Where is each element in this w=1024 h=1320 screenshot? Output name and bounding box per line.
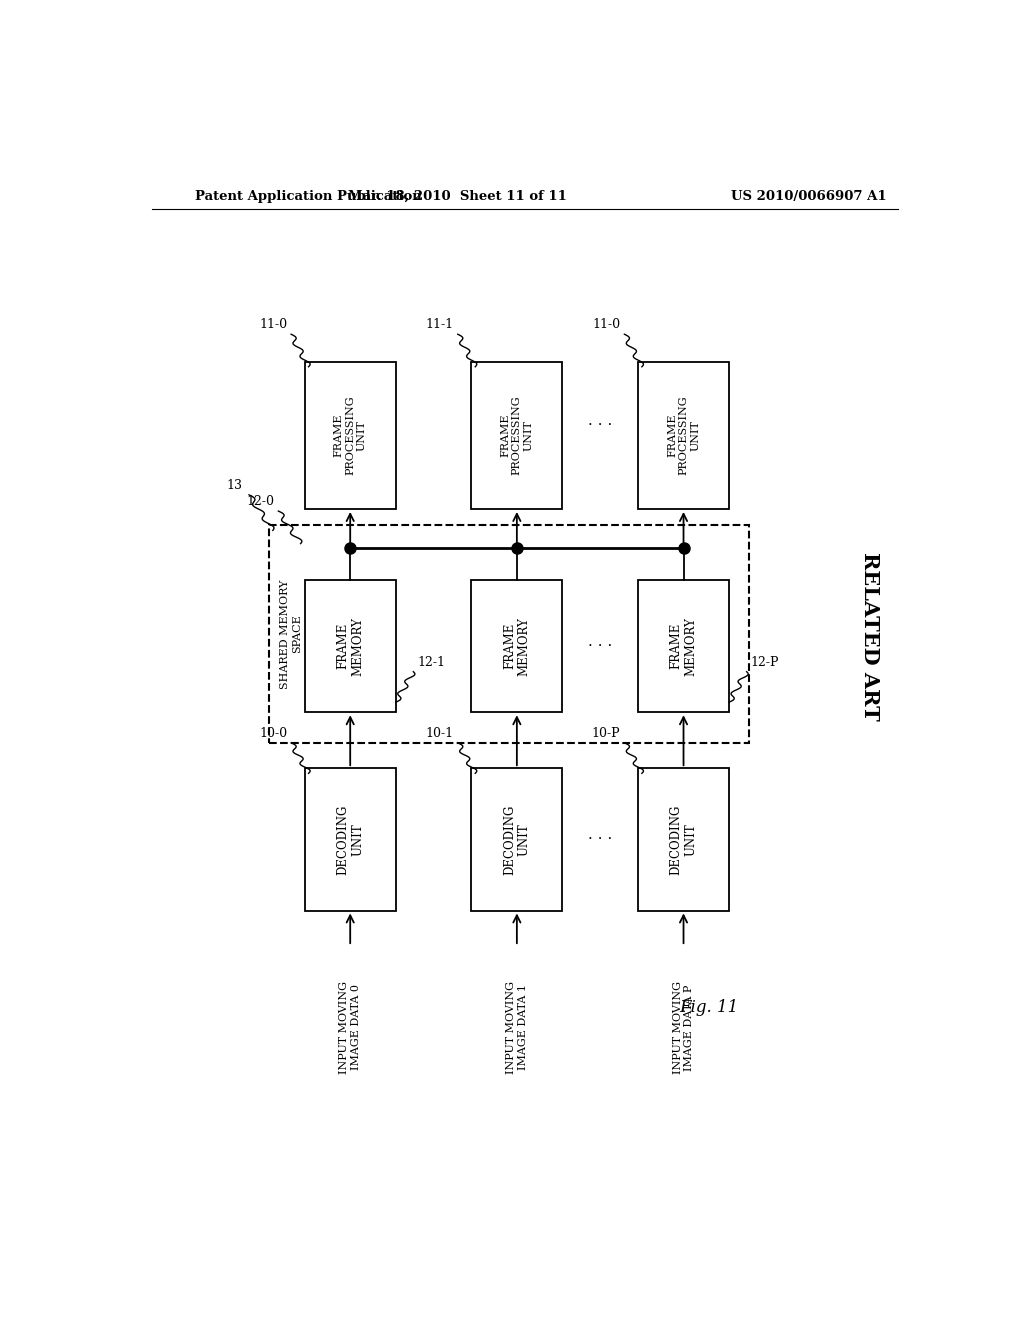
Text: US 2010/0066907 A1: US 2010/0066907 A1 xyxy=(731,190,887,202)
Bar xyxy=(471,362,562,510)
Bar xyxy=(471,768,562,911)
Text: 11-0: 11-0 xyxy=(259,318,287,331)
Text: 10-1: 10-1 xyxy=(426,727,454,739)
Bar xyxy=(638,768,729,911)
Text: DECODING
UNIT: DECODING UNIT xyxy=(670,804,697,875)
Text: FRAME
MEMORY: FRAME MEMORY xyxy=(336,616,365,676)
Text: DECODING
UNIT: DECODING UNIT xyxy=(503,804,530,875)
Text: FRAME
MEMORY: FRAME MEMORY xyxy=(503,616,530,676)
Text: DECODING
UNIT: DECODING UNIT xyxy=(336,804,365,875)
Text: FRAME
MEMORY: FRAME MEMORY xyxy=(670,616,697,676)
Text: 12-1: 12-1 xyxy=(417,656,445,669)
Text: FRAME
PROCESSING
UNIT: FRAME PROCESSING UNIT xyxy=(501,396,534,475)
Text: 10-P: 10-P xyxy=(592,727,621,739)
Bar xyxy=(304,362,396,510)
Text: 12-P: 12-P xyxy=(751,656,779,669)
Text: FRAME
PROCESSING
UNIT: FRAME PROCESSING UNIT xyxy=(667,396,700,475)
Text: SHARED MEMORY
SPACE: SHARED MEMORY SPACE xyxy=(281,579,302,689)
Text: · · ·: · · · xyxy=(588,833,612,846)
Text: Fig. 11: Fig. 11 xyxy=(680,999,738,1015)
Text: 11-1: 11-1 xyxy=(426,318,454,331)
Bar xyxy=(304,581,396,713)
Text: INPUT MOVING
IMAGE DATA P: INPUT MOVING IMAGE DATA P xyxy=(673,981,694,1074)
Bar xyxy=(471,581,562,713)
Bar xyxy=(638,581,729,713)
Text: Patent Application Publication: Patent Application Publication xyxy=(196,190,422,202)
Text: 12-0: 12-0 xyxy=(247,495,274,508)
Text: Mar. 18, 2010  Sheet 11 of 11: Mar. 18, 2010 Sheet 11 of 11 xyxy=(348,190,566,202)
Bar xyxy=(638,362,729,510)
Text: RELATED ART: RELATED ART xyxy=(860,552,880,721)
Text: 13: 13 xyxy=(226,479,243,492)
Text: FRAME
PROCESSING
UNIT: FRAME PROCESSING UNIT xyxy=(334,396,367,475)
Text: · · ·: · · · xyxy=(588,418,612,432)
Text: 11-0: 11-0 xyxy=(592,318,621,331)
Text: · · ·: · · · xyxy=(588,639,612,653)
Text: INPUT MOVING
IMAGE DATA 1: INPUT MOVING IMAGE DATA 1 xyxy=(506,981,527,1074)
Bar xyxy=(304,768,396,911)
Text: INPUT MOVING
IMAGE DATA 0: INPUT MOVING IMAGE DATA 0 xyxy=(339,981,361,1074)
Text: 10-0: 10-0 xyxy=(259,727,287,739)
Bar xyxy=(269,525,749,743)
